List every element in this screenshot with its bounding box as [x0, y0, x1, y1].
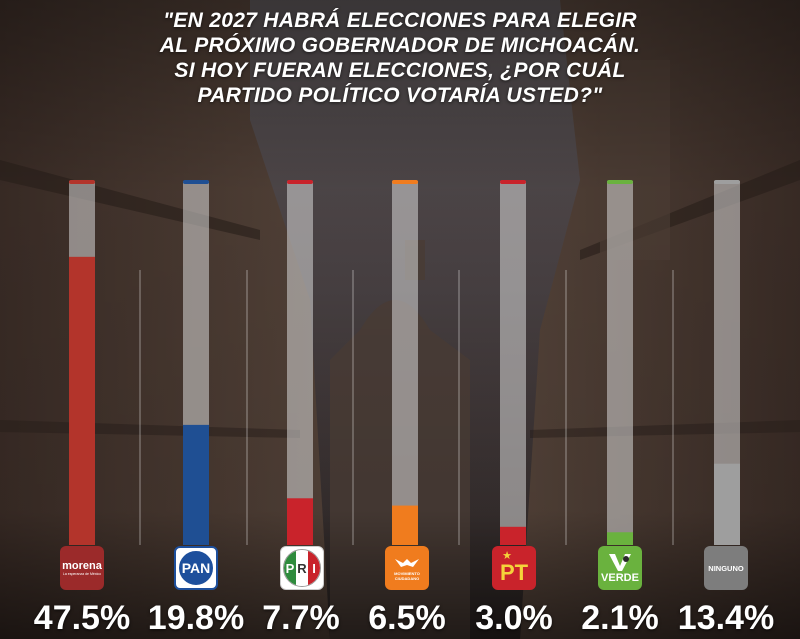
pct-label-mc: 6.5%	[368, 599, 446, 637]
bar-cap-pan	[183, 180, 209, 184]
pt-logo-label: PT	[499, 560, 529, 585]
morena-logo-label: morena	[62, 559, 102, 572]
pan-logo-circle: PAN	[177, 549, 215, 587]
ninguno-logo-label: NINGUNO	[708, 563, 744, 573]
bar-ninguno	[714, 463, 740, 545]
bar-pt	[500, 526, 526, 545]
bar-morena	[69, 256, 95, 545]
pct-label-pt: 3.0%	[475, 599, 553, 637]
morena-logo-sublabel: La esperanza de México	[62, 571, 102, 576]
pt-logo: ★ PT	[492, 546, 536, 590]
mc-logo: MOVIMIENTO CIUDADANO	[385, 546, 429, 590]
pct-label-pan: 19.8%	[147, 599, 245, 637]
pct-label-morena: 47.5%	[33, 599, 131, 637]
pct-label-pri: 7.7%	[262, 599, 340, 637]
bar-track-pt	[500, 181, 526, 545]
bar-cap-pri	[287, 180, 313, 184]
verde-logo-label: VERDE	[601, 572, 639, 584]
bar-cap-mc	[392, 180, 418, 184]
bar-pan	[183, 424, 209, 545]
pri-logo: P R I	[280, 546, 324, 590]
bar-pri	[287, 498, 313, 545]
ninguno-logo: NINGUNO	[704, 546, 748, 590]
eagle-icon	[395, 559, 419, 567]
bar-cap-morena	[69, 180, 95, 184]
chart-title: "EN 2027 HABRÁ ELECCIONES PARA ELEGIR AL…	[159, 9, 641, 107]
pri-letter-r: R	[296, 550, 308, 586]
bar-track-mc	[392, 181, 418, 545]
pct-label-verde: 2.1%	[581, 599, 659, 637]
bar-verde	[607, 532, 633, 545]
bar-cap-pt	[500, 180, 526, 184]
bar-track-pri	[287, 181, 313, 545]
pri-letter-i: I	[308, 550, 320, 586]
pct-label-ninguno: 13.4%	[677, 599, 775, 637]
pri-logo-circle: P R I	[283, 549, 321, 587]
bar-track-verde	[607, 181, 633, 545]
star-icon: ★	[502, 550, 512, 562]
verde-logo: VERDE	[598, 546, 642, 590]
bar-cap-verde	[607, 180, 633, 184]
pan-logo: PAN	[174, 546, 218, 590]
pri-letter-p: P	[284, 550, 296, 586]
bar-mc	[392, 505, 418, 545]
morena-logo: morena La esperanza de México	[60, 546, 104, 590]
bar-cap-ninguno	[714, 180, 740, 184]
mc-logo-label: MOVIMIENTO CIUDADANO	[394, 571, 420, 581]
pan-logo-label: PAN	[181, 560, 211, 576]
toucan-icon	[609, 554, 631, 571]
